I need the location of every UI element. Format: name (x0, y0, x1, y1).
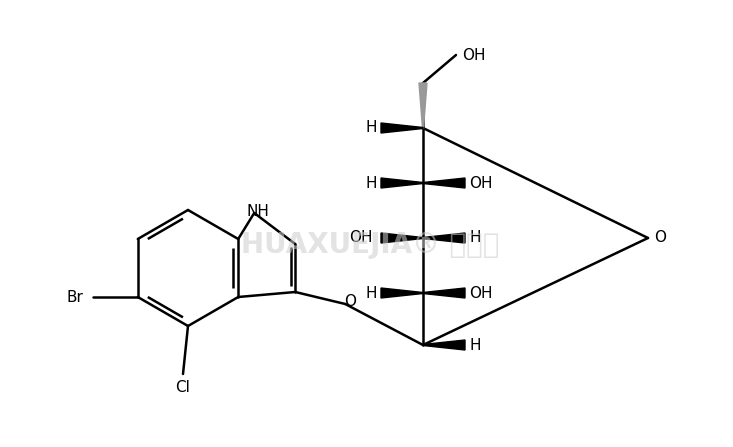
Polygon shape (423, 178, 465, 188)
Text: Cl: Cl (176, 380, 191, 395)
Polygon shape (423, 233, 465, 243)
Polygon shape (381, 123, 423, 133)
Text: O: O (345, 295, 356, 309)
Text: OH: OH (469, 286, 493, 300)
Polygon shape (381, 288, 423, 298)
Text: H: H (469, 337, 481, 353)
Polygon shape (423, 288, 465, 298)
Text: OH: OH (349, 231, 373, 245)
Text: O: O (654, 231, 666, 245)
Text: Br: Br (66, 290, 84, 304)
Polygon shape (423, 340, 465, 350)
Text: OH: OH (463, 47, 486, 63)
Text: H: H (365, 121, 377, 135)
Text: NH: NH (247, 203, 270, 219)
Text: H: H (365, 176, 377, 190)
Text: H: H (469, 231, 481, 245)
Text: H: H (365, 286, 377, 300)
Text: HUAXUEJIA® 化学加: HUAXUEJIA® 化学加 (241, 231, 499, 259)
Polygon shape (381, 233, 423, 243)
Polygon shape (419, 83, 427, 128)
Polygon shape (381, 178, 423, 188)
Text: OH: OH (469, 176, 493, 190)
